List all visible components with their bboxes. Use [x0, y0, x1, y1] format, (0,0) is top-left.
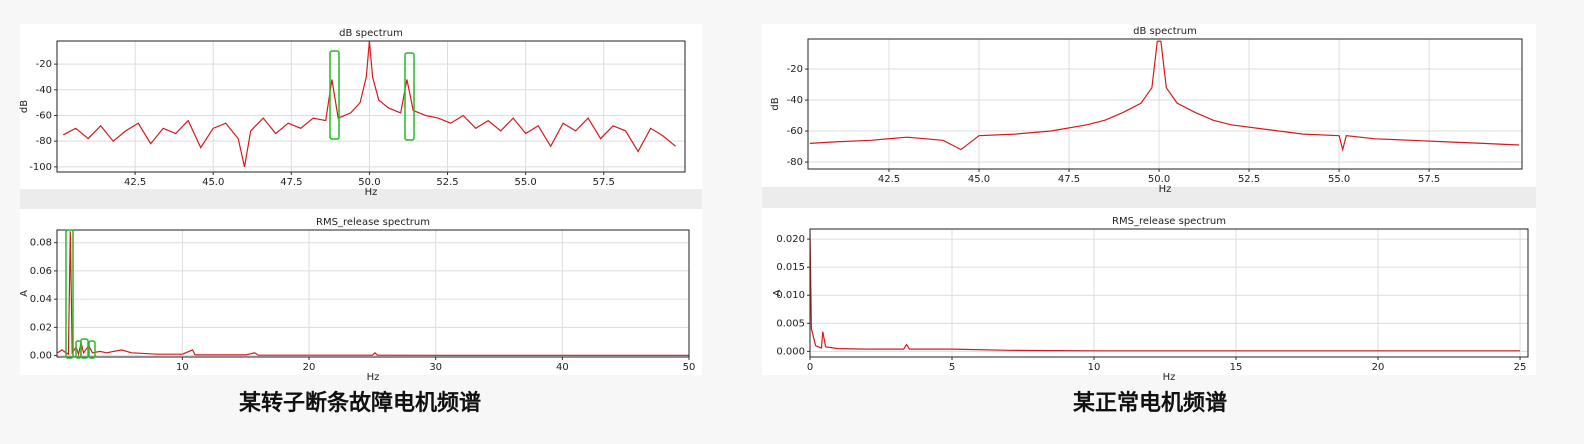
plot-frame [56, 229, 690, 358]
y-tick-label: -100 [29, 162, 52, 173]
caption: 某转子断条故障电机频谱 [239, 390, 481, 415]
y-tick-label: -40 [36, 85, 52, 96]
y-tick-label: 0.00 [30, 351, 52, 362]
y-axis-label: dB [770, 97, 781, 110]
caption: 某正常电机频谱 [1073, 390, 1227, 415]
x-tick-label: 47.5 [280, 177, 302, 188]
y-tick-label: 0.04 [30, 294, 52, 305]
y-tick-label: 0.005 [776, 318, 805, 329]
x-axis-label: Hz [365, 187, 378, 198]
spectrum-line [810, 233, 1520, 352]
plot-area [57, 231, 689, 357]
y-tick-label: 0.015 [776, 262, 805, 273]
x-tick-label: 57.5 [593, 177, 615, 188]
x-tick-label: 50.0 [358, 177, 380, 188]
separator [762, 187, 1536, 208]
x-tick-label: 42.5 [878, 174, 900, 185]
y-tick-label: 0.010 [776, 290, 805, 301]
x-tick-label: 10 [176, 362, 189, 373]
x-tick-label: 20 [303, 362, 316, 373]
x-tick-label: 30 [429, 362, 442, 373]
y-tick-label: -80 [787, 157, 803, 168]
plot-frame [809, 228, 1529, 358]
y-tick-label: -40 [787, 95, 803, 106]
x-tick-label: 55.0 [515, 177, 537, 188]
highlight-boxes [65, 50, 415, 359]
plot-frame [807, 38, 1523, 170]
x-tick-label: 15 [1230, 362, 1243, 373]
plot-area [62, 41, 676, 168]
y-tick-label: -60 [36, 110, 52, 121]
panel [20, 209, 702, 375]
x-tick-label: 52.5 [436, 177, 458, 188]
y-axis-label: dB [19, 100, 30, 113]
x-tick-label: 57.5 [1418, 174, 1440, 185]
chart-title: dB spectrum [1133, 26, 1197, 37]
x-tick-label: 42.5 [124, 177, 146, 188]
y-tick-label: 0.08 [30, 238, 52, 249]
x-tick-label: 0 [807, 362, 813, 373]
x-tick-label: 20 [1372, 362, 1385, 373]
x-tick-label: 25 [1514, 362, 1527, 373]
chart-title: RMS_release spectrum [1112, 216, 1226, 227]
y-tick-label: 0.000 [776, 346, 805, 357]
plot-area [809, 40, 1520, 152]
chart-title: RMS_release spectrum [316, 217, 430, 228]
plot-frame [56, 40, 686, 173]
x-tick-label: 45.0 [202, 177, 224, 188]
y-tick-label: 0.06 [30, 266, 52, 277]
highlight [88, 340, 96, 359]
y-tick-label: 0.02 [30, 322, 52, 333]
panel [762, 24, 1536, 187]
highlight [404, 52, 415, 141]
x-tick-label: 45.0 [968, 174, 990, 185]
x-tick-label: 47.5 [1058, 174, 1080, 185]
chart-title: dB spectrum [339, 28, 403, 39]
highlight [80, 338, 89, 359]
y-tick-label: 0.020 [776, 234, 805, 245]
x-tick-label: 52.5 [1238, 174, 1260, 185]
spectrum-line [62, 41, 676, 168]
panel [20, 24, 702, 189]
highlight [329, 50, 340, 140]
x-tick-label: 10 [1088, 362, 1101, 373]
x-tick-label: 40 [556, 362, 569, 373]
x-tick-label: 50 [683, 362, 696, 373]
x-tick-label: 55.0 [1328, 174, 1350, 185]
x-axis-label: Hz [367, 372, 380, 383]
y-tick-label: -80 [36, 136, 52, 147]
plot-area [810, 233, 1520, 352]
y-axis-label: A [772, 289, 783, 296]
x-tick-label: 50.0 [1148, 174, 1170, 185]
separator [20, 189, 702, 209]
y-axis-label: A [19, 290, 30, 297]
x-axis-label: Hz [1159, 184, 1172, 195]
x-tick-label: 5 [949, 362, 955, 373]
charts: 42.5 45.0 47.5 50.0 52.5 55.0 57.5 -20 -40 -60 -80… [19, 26, 1529, 383]
spectrum-line [809, 40, 1520, 152]
highlight [65, 229, 74, 359]
y-tick-label: -20 [787, 64, 803, 75]
panel [762, 208, 1536, 375]
y-tick-label: -20 [36, 59, 52, 70]
x-axis-label: Hz [1163, 372, 1176, 383]
y-tick-label: -60 [787, 126, 803, 137]
spectrum-line [57, 231, 689, 357]
